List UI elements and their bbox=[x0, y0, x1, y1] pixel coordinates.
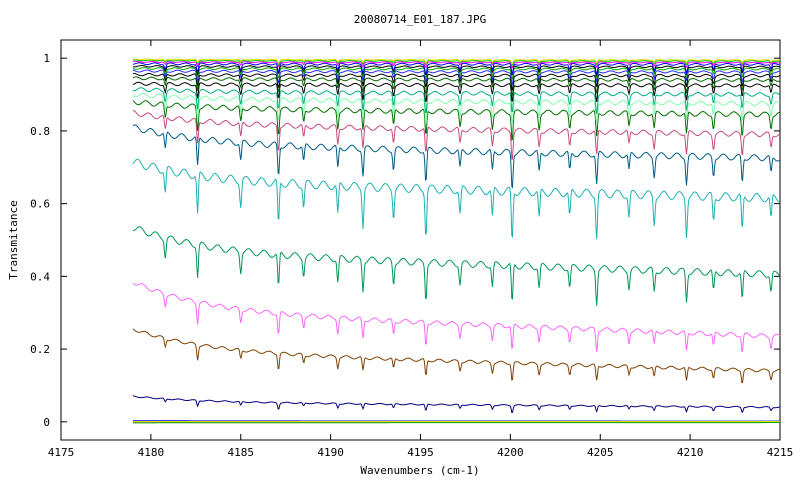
x-axis-label: Wavenumbers (cm-1) bbox=[360, 464, 479, 477]
x-tick-label: 4185 bbox=[228, 446, 255, 459]
spectrum-series-line bbox=[132, 100, 781, 141]
x-tick-label: 4180 bbox=[138, 446, 165, 459]
spectrum-series-line bbox=[132, 65, 781, 77]
spectrum-series-line bbox=[132, 395, 781, 414]
x-tick-label: 4195 bbox=[407, 446, 434, 459]
x-tick-label: 4205 bbox=[587, 446, 614, 459]
spectrum-series-line bbox=[132, 87, 781, 115]
y-tick-label: 0.2 bbox=[30, 343, 50, 356]
x-tick-label: 4200 bbox=[497, 446, 524, 459]
y-tick-label: 0.6 bbox=[30, 198, 50, 211]
x-tick-label: 4175 bbox=[48, 446, 75, 459]
x-tick-label: 4215 bbox=[767, 446, 794, 459]
spectrum-series-line bbox=[132, 109, 781, 160]
y-axis-ticks: 0 0.2 0.4 0.6 0.8 1 bbox=[30, 52, 780, 429]
y-tick-label: 1 bbox=[43, 52, 50, 65]
spectrum-series-line bbox=[132, 81, 781, 102]
spectrum-series-line bbox=[132, 124, 781, 189]
spectrum-series-line bbox=[132, 58, 780, 64]
spectrum-series-line bbox=[132, 60, 781, 69]
x-tick-label: 4190 bbox=[317, 446, 344, 459]
spectrum-series-line bbox=[132, 67, 781, 80]
series-lines bbox=[132, 58, 781, 424]
x-tick-label: 4210 bbox=[677, 446, 704, 459]
spectrum-series-line bbox=[132, 158, 781, 240]
y-tick-label: 0.4 bbox=[30, 270, 50, 283]
spectrum-series-line bbox=[132, 92, 781, 126]
spectrum-series-line bbox=[132, 69, 781, 85]
y-tick-label: 0 bbox=[43, 416, 50, 429]
spectrum-series-line bbox=[132, 226, 781, 306]
y-axis-label: Transmitance bbox=[7, 200, 20, 279]
spectrum-series-line bbox=[132, 282, 781, 353]
spectrum-series-line bbox=[132, 59, 781, 66]
spectrum-series-line bbox=[132, 328, 781, 384]
spectrum-series-line bbox=[132, 72, 781, 91]
spectrum-series-line bbox=[132, 62, 781, 76]
x-axis-ticks: 4175 4180 4185 4190 4195 4200 4205 4210 4215 bbox=[48, 40, 794, 459]
chart-title: 20080714_E01_187.JPG bbox=[354, 13, 486, 26]
spectrum-series-line bbox=[132, 76, 781, 96]
y-tick-label: 0.8 bbox=[30, 125, 50, 138]
